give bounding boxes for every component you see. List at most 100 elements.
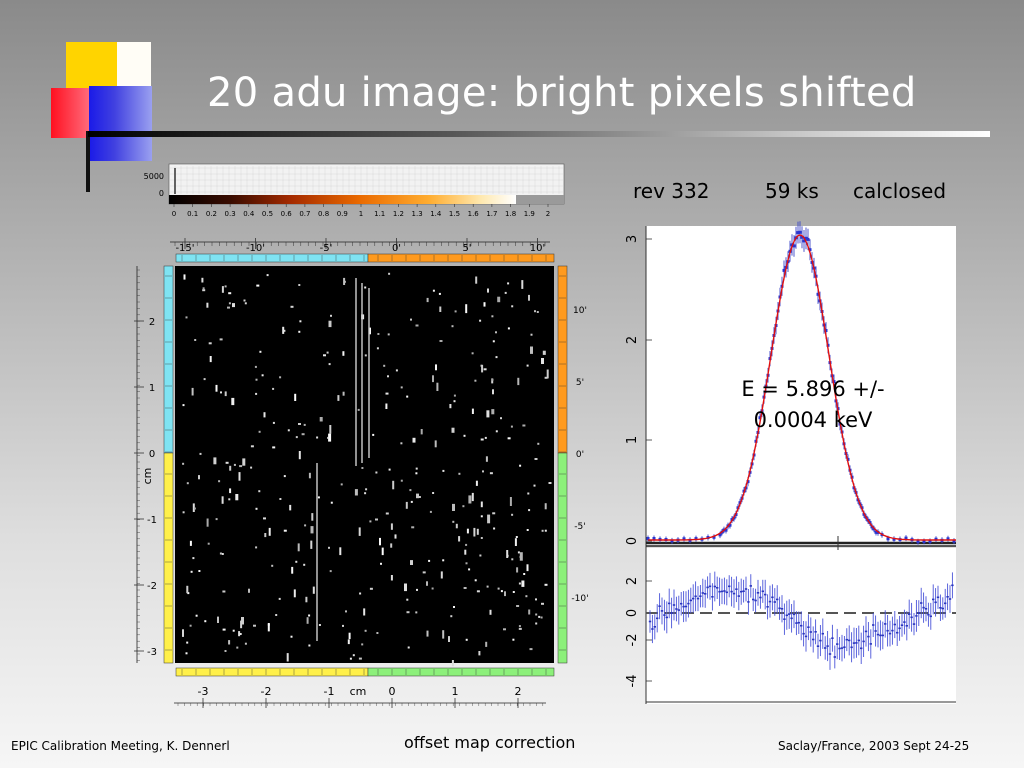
bright-pixel — [530, 346, 533, 354]
bright-pixel — [272, 421, 275, 424]
left-cm-label: 1 — [149, 383, 155, 394]
bright-pixel — [185, 652, 188, 655]
bright-pixel — [503, 628, 506, 631]
bright-pixel — [451, 427, 455, 433]
detector-image-figure: 5000 0 0 0.1 0.2 0.3 0.4 0.5 0.6 0.7 0.8 0.9 1 1.1 1… — [134, 163, 589, 708]
bright-pixel — [534, 458, 538, 460]
spectrum-point — [904, 536, 908, 540]
bright-pixel — [233, 463, 236, 466]
colorbar-tick-label: 0.6 — [281, 210, 293, 218]
title-rule-vertical — [86, 131, 90, 192]
bottom-cm-tick-labels: -3 -2 -1 0 1 2 — [177, 685, 543, 708]
bright-pixel — [480, 364, 483, 367]
top-arcmin-label: 5' — [462, 243, 471, 254]
top-strip-cyan — [175, 253, 369, 263]
bright-pixel — [299, 320, 302, 323]
bright-pixel — [187, 592, 190, 595]
bright-pixel — [420, 429, 423, 435]
top-arcmin-label: -10' — [246, 243, 265, 254]
bright-pixel — [412, 437, 416, 443]
bright-pixel — [442, 469, 445, 472]
bright-pixel — [202, 289, 206, 292]
residual-y-label: -2 — [625, 634, 640, 647]
bright-pixel — [451, 325, 454, 328]
bright-pixel — [429, 510, 432, 513]
bright-pixel — [340, 483, 343, 486]
left-cm-label: 0 — [149, 449, 155, 460]
colorbar-tick-label: 2 — [546, 210, 550, 218]
label-exposure: 59 ks — [765, 179, 819, 203]
bottom-cm-label: -2 — [261, 685, 272, 698]
left-strip-cyan — [163, 265, 174, 454]
bright-pixel — [465, 638, 468, 641]
bright-pixel — [358, 657, 362, 660]
bright-pixel — [426, 581, 428, 586]
bright-pixel — [387, 375, 389, 378]
bright-pixel — [528, 609, 531, 615]
bright-pixel — [377, 333, 380, 335]
bright-pixel — [415, 472, 418, 475]
bright-pixel — [375, 518, 378, 521]
bright-pixel — [328, 546, 330, 549]
bottom-cm-label: 2 — [515, 685, 522, 698]
bright-pixel — [426, 297, 429, 303]
bright-pixel — [392, 480, 395, 490]
bright-pixel — [518, 625, 521, 628]
spectrum-point — [816, 292, 820, 296]
bright-pixel — [326, 351, 329, 354]
bright-pixel — [409, 489, 412, 492]
colorbar-tick-label: 1.1 — [374, 210, 385, 218]
bright-pixel — [194, 339, 197, 341]
bright-pixel — [330, 501, 333, 504]
bright-pixel — [478, 651, 481, 656]
colorbar-tick-label: 0.3 — [225, 210, 236, 218]
bright-pixel — [316, 436, 319, 439]
bright-pixel — [495, 430, 498, 433]
bright-pixel — [290, 305, 294, 308]
spectrum-point — [682, 537, 686, 541]
bright-pixel — [293, 589, 296, 598]
bright-pixel — [479, 554, 482, 557]
bright-pixel — [493, 527, 496, 530]
bright-pixel — [394, 534, 397, 539]
bright-pixel — [182, 462, 185, 465]
left-cm-tick-labels: 2 1 0 -1 -2 -3 — [134, 269, 157, 661]
bottom-cm-label: 0 — [389, 685, 396, 698]
bright-pixel — [349, 657, 352, 660]
colorbar-tick-label: 1.6 — [468, 210, 480, 218]
bright-pixel — [312, 586, 315, 594]
bright-pixel — [473, 527, 476, 537]
bottom-axis-unit: cm — [350, 685, 367, 698]
bright-pixel — [385, 512, 389, 515]
bright-pixel — [204, 620, 207, 623]
bright-pixel — [528, 509, 531, 512]
bright-pixel — [432, 289, 435, 292]
left-cm-label: -3 — [147, 647, 157, 658]
bright-pixel — [286, 653, 289, 662]
bright-pixel — [238, 472, 241, 481]
bright-pixel — [369, 327, 371, 335]
bright-pixel — [485, 456, 488, 462]
bright-pixel — [222, 628, 226, 631]
bright-pixel — [544, 376, 548, 379]
bright-pixel — [514, 538, 517, 546]
bright-pixel — [439, 340, 443, 342]
bright-pixel — [264, 533, 267, 538]
spectrum-point — [728, 523, 732, 527]
bright-pixel — [278, 597, 281, 600]
spectrum-figure: 0 1 2 3 -4 -2 0 2 — [625, 221, 956, 704]
bright-pixel — [416, 588, 418, 591]
bright-pixel — [283, 529, 287, 532]
bright-pixel — [471, 408, 474, 414]
bright-pixel — [206, 518, 209, 527]
bright-pixel — [454, 310, 457, 313]
footer-left: EPIC Calibration Meeting, K. Dennerl — [11, 739, 230, 753]
bright-pixel — [375, 471, 378, 474]
bright-pixel — [287, 429, 290, 432]
decor-square-white — [117, 42, 151, 88]
bright-pixel — [364, 492, 367, 495]
bright-pixel — [305, 596, 308, 603]
bright-pixel — [208, 342, 212, 345]
bright-pixel — [318, 624, 321, 626]
bright-pixel — [439, 306, 442, 312]
